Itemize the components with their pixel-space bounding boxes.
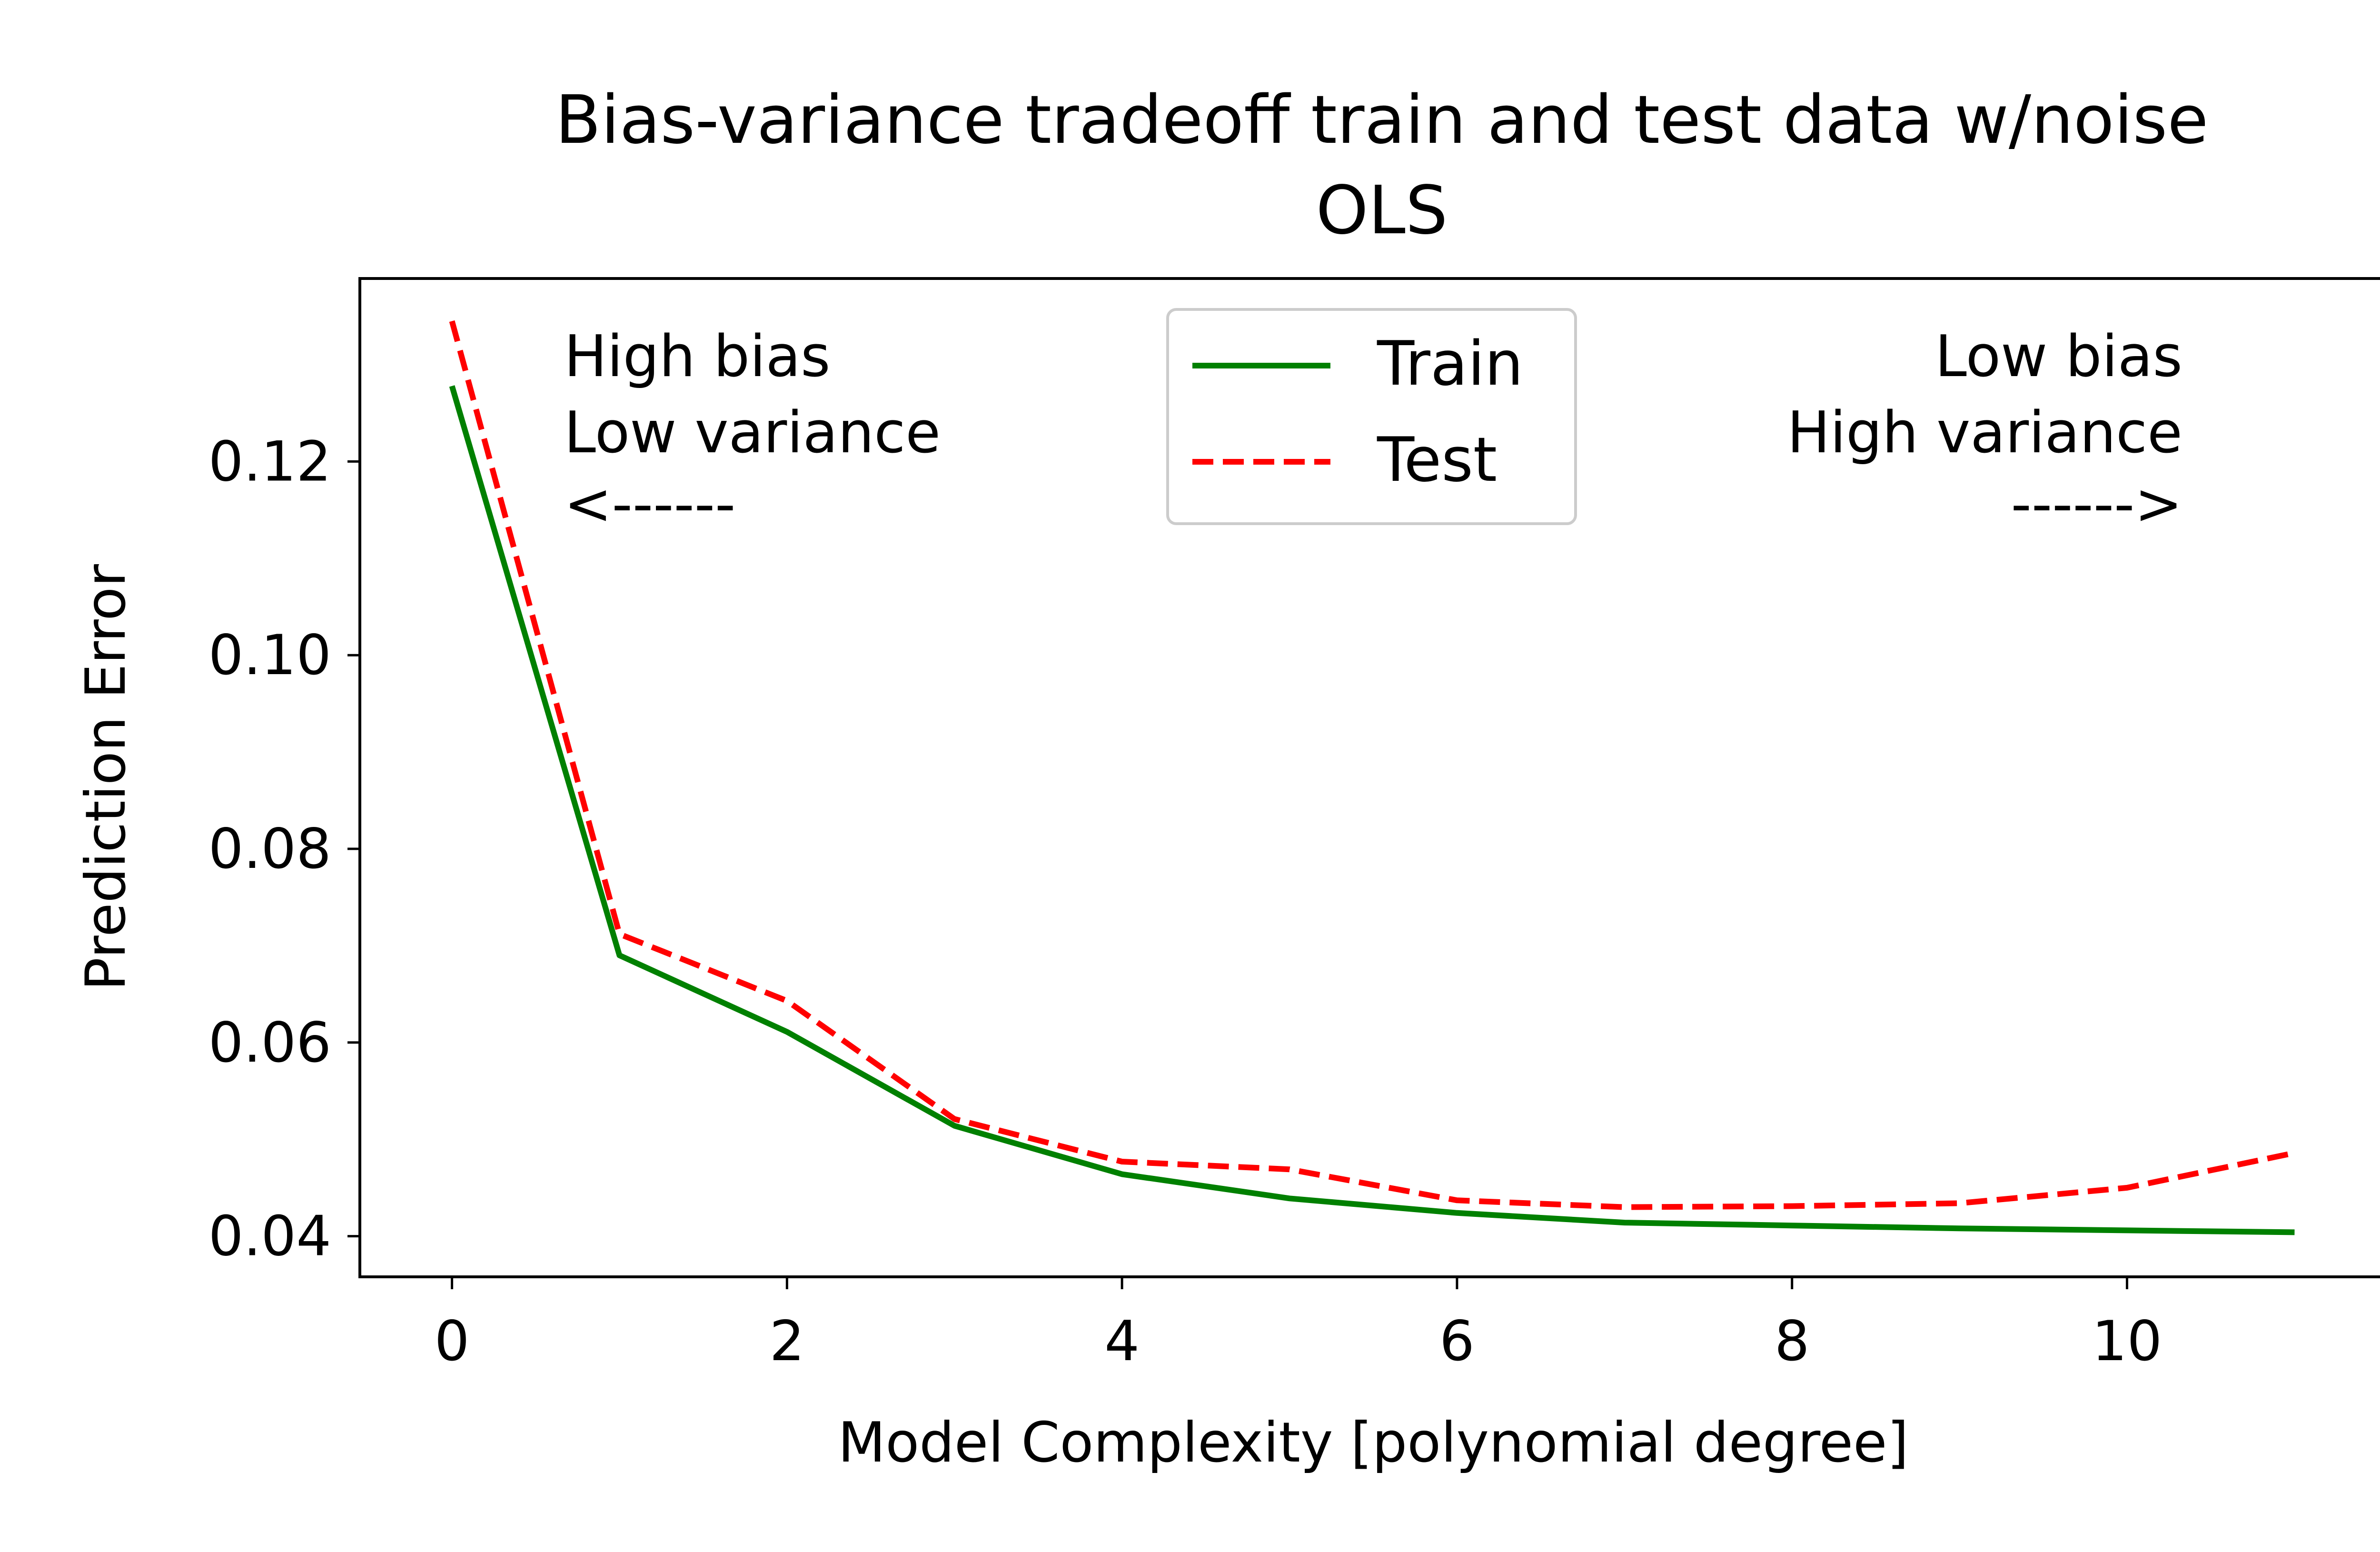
y-axis: 0.04 0.06 0.08 0.10 0.12 bbox=[208, 429, 360, 1269]
legend-test-label: Test bbox=[1377, 425, 1497, 496]
annotation-left: High bias Low variance <------ bbox=[564, 324, 941, 537]
annotation-right-line-1: Low bias bbox=[1935, 324, 2182, 390]
annotation-right-line-2: High variance bbox=[1787, 400, 2182, 466]
x-tick-label: 6 bbox=[1439, 1309, 1475, 1373]
y-tick-label: 0.08 bbox=[208, 817, 331, 881]
x-tick-label: 4 bbox=[1104, 1309, 1140, 1373]
series-line-test bbox=[449, 320, 2295, 1210]
x-tick-label: 0 bbox=[435, 1309, 470, 1373]
y-tick-label: 0.10 bbox=[208, 623, 331, 687]
x-axis-label: Model Complexity [polynomial degree] bbox=[838, 1411, 1909, 1475]
annotation-right-line-3: ------> bbox=[2011, 471, 2182, 537]
series-layer bbox=[449, 320, 2295, 1235]
series-line-train bbox=[449, 385, 2295, 1235]
y-tick-label: 0.12 bbox=[208, 429, 331, 494]
y-axis-label: Prediction Error bbox=[74, 564, 138, 991]
chart-subtitle: OLS bbox=[1316, 172, 1448, 249]
x-tick-label: 8 bbox=[1775, 1309, 1810, 1373]
x-tick-label: 10 bbox=[2092, 1309, 2162, 1373]
annotation-left-line-1: High bias bbox=[564, 324, 831, 390]
legend-train-label: Train bbox=[1377, 328, 1523, 399]
chart-title: Bias-variance tradeoff train and test da… bbox=[555, 81, 2209, 159]
annotation-left-line-2: Low variance bbox=[564, 400, 941, 466]
annotation-left-line-3: <------ bbox=[564, 471, 735, 537]
legend: Train Test bbox=[1166, 308, 1577, 525]
y-tick-label: 0.04 bbox=[208, 1204, 331, 1269]
plot-frame bbox=[358, 277, 2380, 1278]
x-axis: 0 2 4 6 8 10 bbox=[435, 1277, 2162, 1373]
y-tick-label: 0.06 bbox=[208, 1011, 331, 1075]
x-tick-label: 2 bbox=[769, 1309, 804, 1373]
annotation-right: Low bias High variance ------> bbox=[1787, 324, 2182, 537]
